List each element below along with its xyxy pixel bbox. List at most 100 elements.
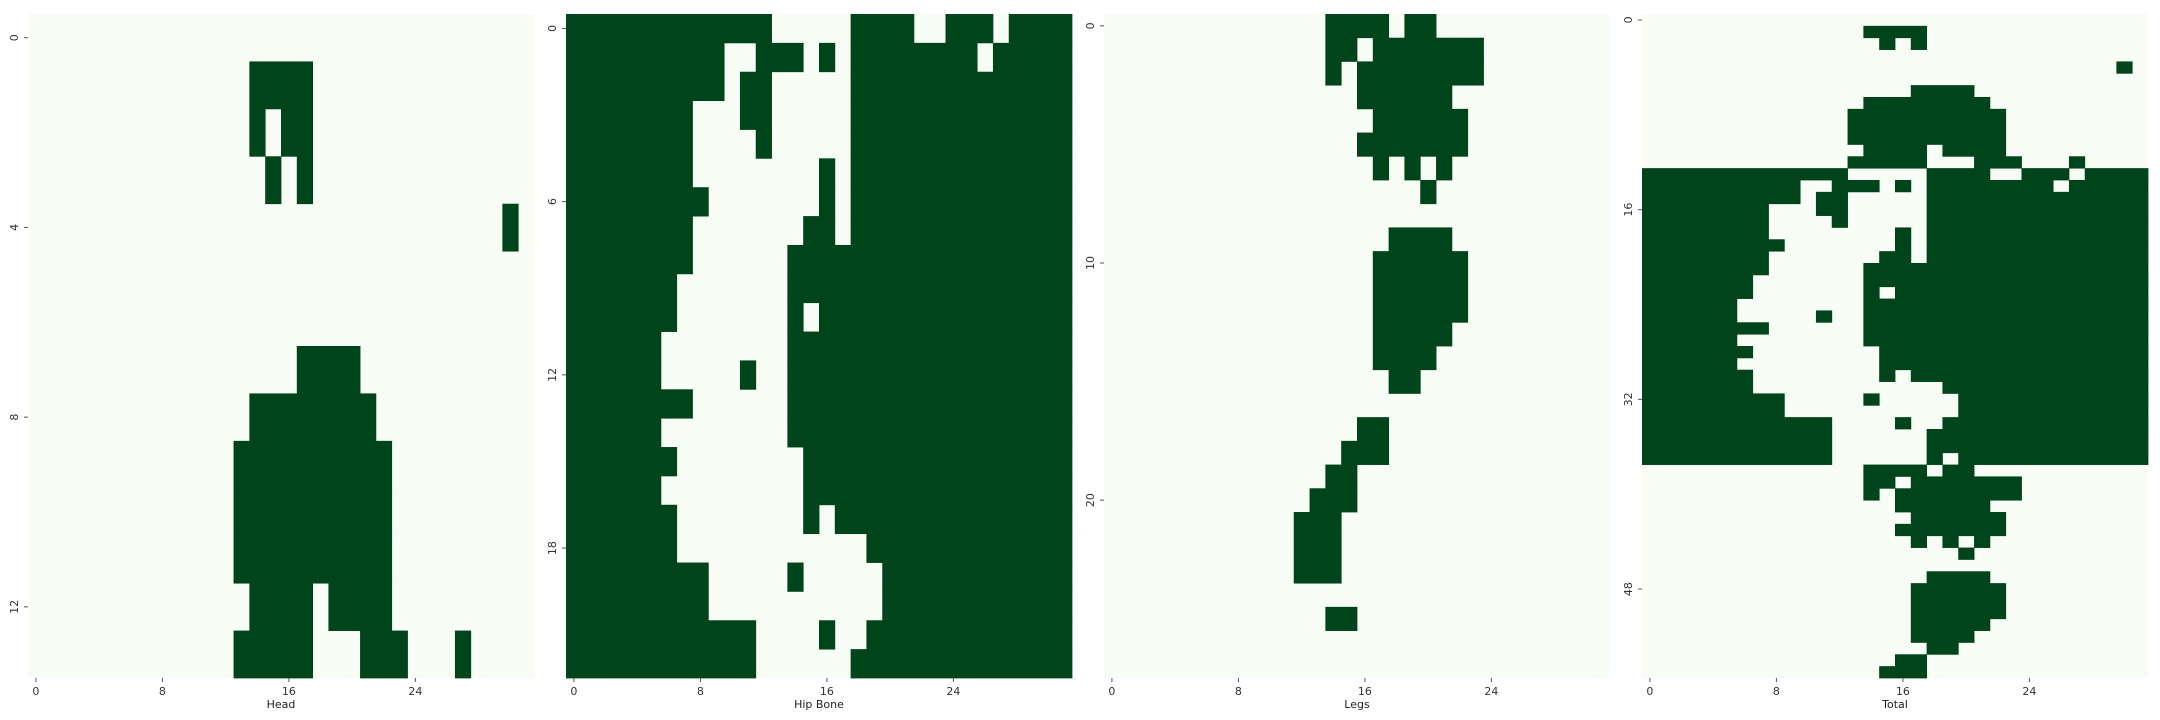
heatmap-cell (1642, 239, 1785, 252)
x-tick-label: 8 (159, 685, 166, 698)
heatmap-cell (233, 630, 314, 679)
heatmap-cell (1293, 535, 1342, 560)
heatmap-cell (1847, 108, 2007, 122)
heatmap-cell (566, 273, 678, 304)
heatmap-cell (1325, 606, 1358, 631)
heatmap-cell (233, 535, 393, 584)
heatmap-panel-2: 0 8 16 24 0 6 12 18 Hip Bone (546, 14, 1073, 711)
heatmap-cell (1372, 156, 1390, 181)
heatmap-cell (1863, 97, 1991, 110)
heatmap-cell (566, 562, 709, 592)
heatmap-cell (566, 389, 693, 419)
heatmap-cell (1325, 61, 1342, 86)
heatmap-cell (1895, 180, 1912, 193)
heatmap-cell (566, 360, 662, 390)
heatmap-cell (1309, 488, 1358, 513)
heatmap-cell (1642, 227, 1769, 240)
heatmap-cell (233, 440, 393, 489)
y-tick-label: 0 (1084, 22, 1097, 29)
heatmap-cell (1372, 274, 1469, 299)
heatmap-cell (1895, 500, 1991, 513)
heatmap-cell (834, 504, 1073, 535)
heatmap-cell (1863, 334, 2149, 347)
heatmap-cell (945, 14, 994, 44)
heatmap-cell (566, 475, 662, 506)
heatmap-cell (2068, 156, 2086, 169)
heatmap-cell (1926, 191, 2149, 205)
heatmap-cell (1926, 429, 2149, 442)
heatmap-cell (787, 331, 1073, 361)
heatmap-cell (1926, 168, 1991, 181)
heatmap-cell (1910, 476, 2022, 489)
heatmap-cell (1642, 180, 1801, 193)
heatmap-cell (1926, 227, 2149, 240)
heatmap-cell (866, 533, 1073, 563)
heatmap-cell (1815, 191, 1848, 205)
x-tick-label: 24 (2022, 685, 2036, 698)
heatmap-cell (819, 620, 836, 650)
heatmap-cell (1910, 595, 2007, 608)
heatmap-cell (1357, 61, 1484, 86)
heatmap-cell (1910, 369, 2149, 382)
heatmap-cell (502, 203, 519, 252)
x-tick-label: 0 (32, 685, 39, 698)
heatmap-cell (1910, 618, 1991, 631)
heatmap-cell (1910, 583, 2007, 596)
heatmap-cell (787, 244, 1073, 275)
heatmap-cell (1863, 322, 2149, 335)
heatmap-cell (1642, 393, 1785, 406)
x-tick-label: 16 (282, 685, 296, 698)
heatmap-cell (1642, 334, 1738, 347)
x-tick-label: 24 (946, 685, 960, 698)
heatmap-cell (454, 630, 472, 679)
heatmap-cell (1293, 512, 1342, 537)
heatmap-cell (1910, 630, 1975, 643)
heatmap-cell (360, 630, 408, 679)
heatmap-cell (1325, 37, 1358, 62)
heatmap-cell (1436, 156, 1453, 181)
heatmap-cell (1863, 274, 2149, 288)
x-tick-label: 16 (1896, 685, 1910, 698)
heatmap-cell (249, 61, 314, 110)
heatmap-cell (1642, 203, 1769, 216)
heatmap-cell (1642, 346, 1754, 359)
heatmap-cell (566, 187, 709, 217)
x-axis-label: Legs (1344, 698, 1370, 711)
heatmap-cell (755, 42, 804, 73)
heatmap-cell (566, 649, 757, 679)
heatmap-cell (265, 156, 282, 205)
heatmap-cell (1863, 464, 1928, 477)
x-tick-label: 0 (570, 685, 577, 698)
heatmap-cell (566, 42, 725, 73)
heatmap-cell (566, 302, 678, 332)
heatmap-cell (1831, 180, 1880, 193)
heatmap-cell (882, 562, 1073, 592)
heatmap-cell (566, 533, 678, 563)
heatmap-cell (850, 129, 1073, 159)
heatmap-panel-1: 0 8 16 24 0 4 8 12 Head (8, 14, 534, 711)
heatmap-cell (566, 100, 693, 130)
heatmap-cell (1863, 488, 1880, 501)
heatmap-cell (1910, 535, 1928, 548)
heatmap-cell (566, 331, 662, 361)
heatmap-cell (566, 71, 725, 102)
heatmap-cell (1958, 393, 2149, 406)
heatmap-cell (1642, 168, 1848, 181)
heatmap-cell (249, 583, 314, 631)
heatmap-cell (850, 42, 978, 73)
heatmap-cell (755, 129, 772, 159)
heatmap-cell (1372, 322, 1453, 347)
heatmap-cell (1404, 14, 1437, 39)
heatmap-cell (1372, 346, 1437, 371)
heatmap-cell (850, 158, 1073, 188)
y-tick-label: 0 (546, 25, 559, 32)
heatmap-cell (1942, 381, 2149, 394)
heatmap-cell (328, 583, 393, 631)
heatmap-cell (1974, 535, 1991, 548)
heatmap-cell (1910, 85, 1975, 98)
heatmap-cell (1926, 642, 1959, 655)
heatmap-cell (1910, 512, 2007, 525)
y-tick-label: 6 (546, 198, 559, 205)
heatmap-cell (787, 273, 1073, 304)
